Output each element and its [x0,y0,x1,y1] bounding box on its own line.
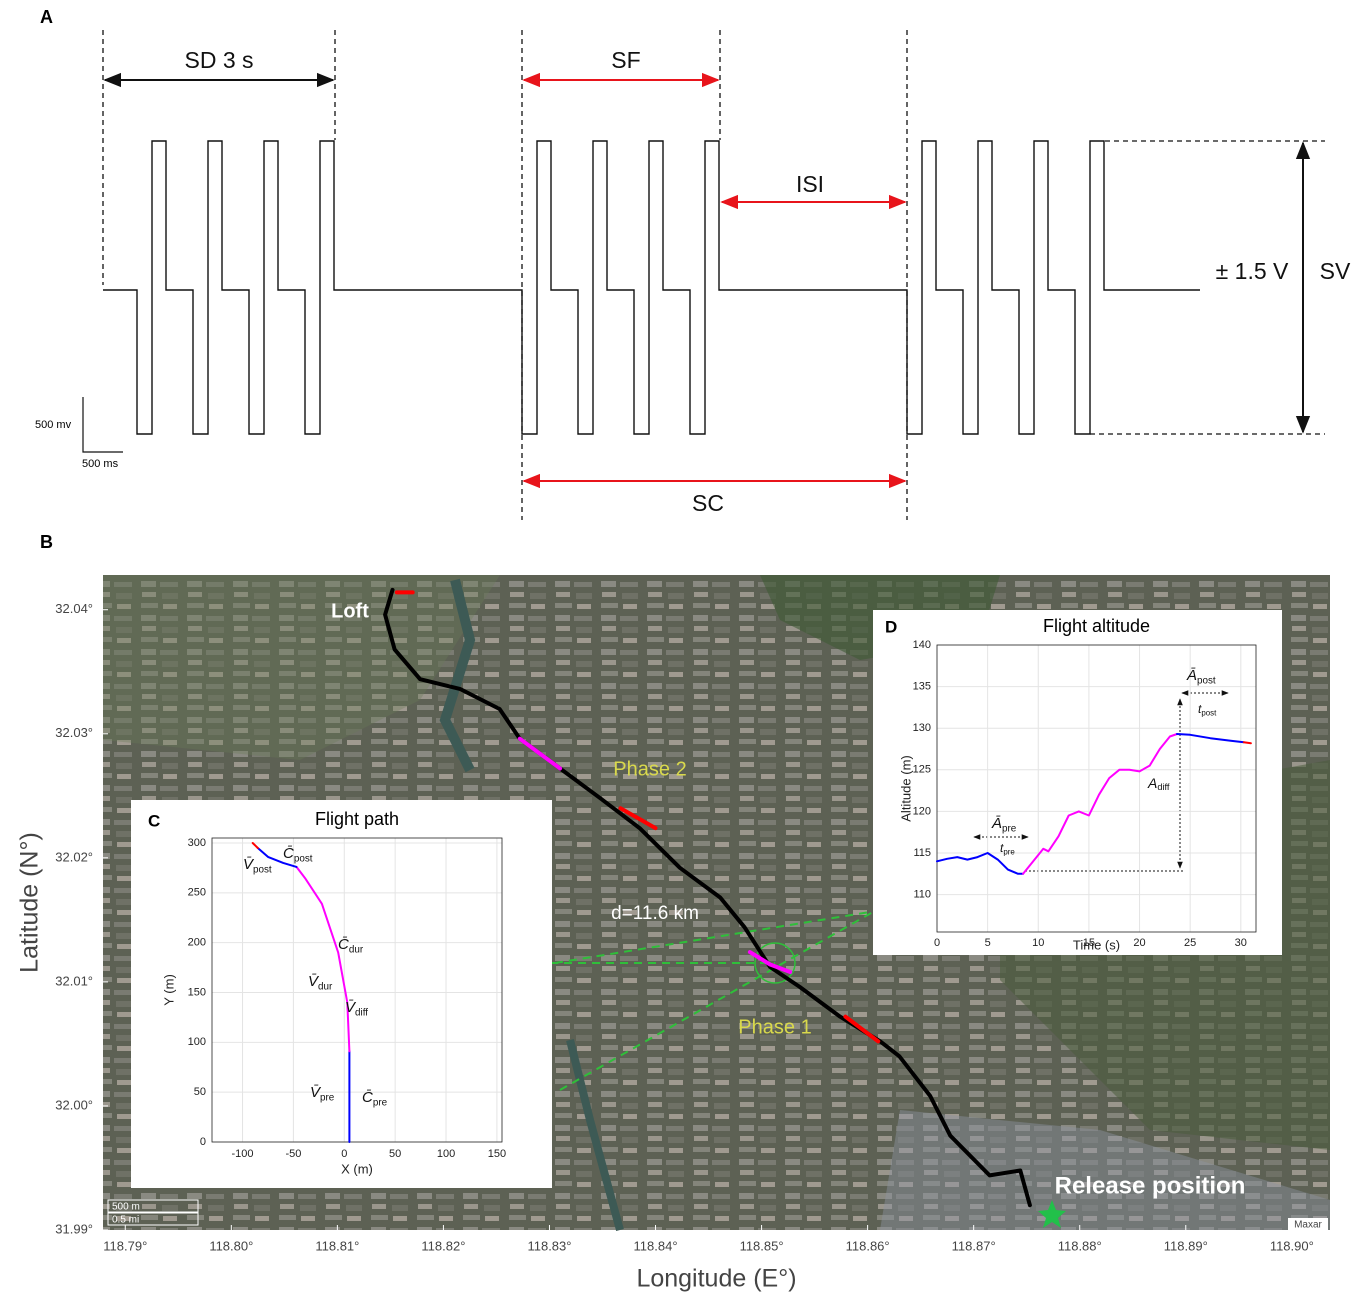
annotation-symbol: C̄ [283,845,294,862]
annotation-subscript: post [294,853,313,864]
annotation-subscript: diff [355,1007,368,1018]
panel-labels: A B [40,7,53,552]
map-annotation: Loft [331,600,369,622]
panel-label: D [885,617,897,636]
label: ISI [796,171,824,197]
annotation-subscript: dur [318,981,333,992]
x-tick-label: 118.86° [846,1238,890,1253]
label: SV [1320,258,1351,284]
panel-label: C [148,811,160,830]
chart-title: Flight path [315,809,399,829]
x-tick-label: -50 [285,1148,301,1160]
x-tick-label: 118.84° [634,1238,678,1253]
x-axis-label: X (m) [341,1161,373,1176]
inset-box [873,610,1282,955]
x-tick-label: 118.89° [1164,1238,1208,1253]
y-tick-label: 130 [913,722,931,734]
annotation-subscript: pre [320,1092,335,1103]
y-axis-label: Altitude (m) [898,755,913,821]
annotation-subscript: pre [373,1097,388,1108]
y-tick-label: 115 [913,847,931,859]
annotation-symbol: C̄ [362,1089,373,1106]
y-tick-label: 32.00° [55,1097,93,1112]
annotation-subscript: post [1197,675,1216,686]
y-tick-label: 200 [188,937,206,949]
x-tick-label: 118.79° [103,1238,147,1253]
waveform [103,141,1200,434]
chart-title: Flight altitude [1043,616,1150,636]
label: SC [692,490,724,516]
map-annotation: Release position [1055,1172,1246,1199]
annotation-symbol: Ā [991,815,1002,832]
x-axis-label: Longitude (E°) [636,1265,796,1293]
body: A B SD 3 s SF ISI SC ± 1.5 V SV 500 mv 5… [0,0,1367,1295]
map-annotation: Phase 1 [738,1016,811,1038]
y-tick-label: 32.02° [55,849,93,864]
panel-label: B [40,532,53,552]
x-tick-label: 118.80° [209,1238,253,1253]
label: ± 1.5 V [1216,258,1289,284]
x-tick-label: 0 [341,1148,347,1160]
label: SD 3 s [184,47,253,73]
y-tick-label: 125 [913,764,931,776]
y-tick-label: 32.04° [55,601,93,616]
x-axis-label: Time (s) [1073,937,1120,952]
x-tick-label: 118.81° [315,1238,359,1253]
map-annotation: 500 m [112,1202,140,1213]
y-tick-label: 300 [188,837,206,849]
annotation-subscript: pre [1002,823,1017,834]
x-tick-label: 5 [985,937,991,949]
annotation-symbol: A [1147,775,1157,791]
label: SF [611,47,640,73]
y-tick-label: 31.99° [55,1221,93,1236]
panel-label: A [40,7,53,27]
y-tick-label: 50 [194,1086,206,1098]
x-tick-label: 0 [934,937,940,949]
y-tick-label: 150 [188,986,206,998]
x-tick-label: 150 [488,1148,506,1160]
x-tick-label: 30 [1235,937,1247,949]
annotation-subscript: post [1201,709,1217,718]
y-axis-label: Latitude (N°) [16,832,44,973]
scale-bar [83,397,123,452]
x-tick-label: 50 [389,1148,401,1160]
x-tick-label: 118.88° [1058,1238,1102,1253]
page: Figure {"panel_labels": ["A", "B", "C", … [0,0,1367,1295]
figure: A B SD 3 s SF ISI SC ± 1.5 V SV 500 mv 5… [0,0,1367,1295]
map-annotation: Maxar [1294,1220,1322,1231]
x-tick-label: 118.82° [421,1238,465,1253]
annotation-symbol: Ā [1186,667,1197,684]
map-annotation: Phase 2 [613,758,686,780]
map-annotation: d=11.6 km [611,903,699,924]
y-tick-label: 32.03° [55,725,93,740]
annotation-subscript: pre [1003,848,1015,857]
scale-label: 500 mv [35,419,72,431]
x-tick-label: 20 [1133,937,1145,949]
annotation-subscript: post [253,864,272,875]
x-tick-label: 10 [1032,937,1044,949]
x-tick-label: 118.87° [952,1238,996,1253]
y-tick-label: 100 [188,1036,206,1048]
x-tick-label: 118.90° [1270,1238,1314,1253]
y-tick-label: 250 [188,887,206,899]
x-tick-label: 118.83° [527,1238,571,1253]
y-axis-label: Y (m) [161,974,176,1006]
x-tick-label: 118.85° [740,1238,784,1253]
data-line [1244,742,1251,743]
annotation-symbol: C̄ [338,936,349,953]
annotation-subscript: diff [1157,783,1170,793]
y-tick-label: 120 [913,805,931,817]
y-tick-label: 110 [913,888,931,900]
y-tick-label: 32.01° [55,973,93,988]
x-tick-label: 100 [437,1148,455,1160]
y-tick-label: 0 [200,1136,206,1148]
x-tick-label: -100 [232,1148,254,1160]
panel-a: SD 3 s SF ISI SC ± 1.5 V SV 500 mv 500 m… [35,30,1351,520]
y-tick-label: 140 [913,639,931,651]
y-tick-label: 135 [913,681,931,693]
map-annotation: 0.5 mi [112,1215,139,1226]
x-tick-label: 25 [1184,937,1196,949]
annotation-subscript: dur [349,944,364,955]
scale-label: 500 ms [82,458,119,470]
